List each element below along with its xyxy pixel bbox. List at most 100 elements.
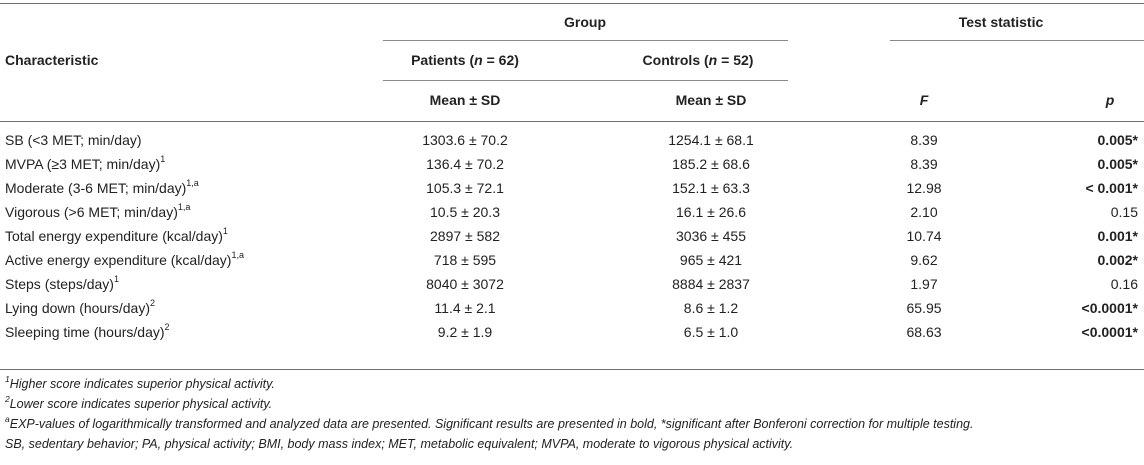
patients-value: 105.3 ± 72.1 (426, 180, 504, 196)
footnote: 2Lower score indicates superior physical… (5, 395, 272, 414)
group-header: Group (564, 14, 606, 30)
row-label: Active energy expenditure (kcal/day)1,a (5, 251, 244, 269)
f-value: 10.74 (906, 228, 942, 244)
controls-mean-sd-header: Mean ± SD (675, 92, 747, 108)
patients-value: 1303.6 ± 70.2 (422, 132, 508, 148)
patients-n-symbol: n (474, 52, 483, 68)
table-row: Sleeping time (hours/day)2 9.2 ± 1.9 6.5… (0, 323, 1144, 347)
f-symbol: F (919, 92, 929, 108)
p-value: <0.0001* (1081, 324, 1138, 340)
controls-value: 3036 ± 455 (676, 228, 746, 244)
f-value: 12.98 (906, 180, 942, 196)
p-value: 0.005* (1097, 156, 1138, 172)
patients-value: 2897 ± 582 (430, 228, 500, 244)
footnote: SB, sedentary behavior; PA, physical act… (5, 435, 793, 454)
row-label-sup: 1 (160, 154, 166, 165)
patients-n-value: 62 (498, 52, 515, 68)
footnote-marker: a (5, 413, 10, 424)
table-row: SB (<3 MET; min/day) 1303.6 ± 70.2 1254.… (0, 131, 1144, 155)
f-value: 68.63 (906, 324, 942, 340)
subgroup-underline (383, 80, 788, 81)
footnote: 1Higher score indicates superior physica… (5, 375, 275, 394)
row-label-sup: 1,a (186, 178, 199, 189)
row-label-text: SB (<3 MET; min/day) (5, 132, 142, 148)
characteristic-header: Characteristic (5, 52, 99, 68)
patients-header: Patients (n = 62) (411, 52, 519, 68)
p-value: 0.15 (1110, 204, 1138, 220)
controls-n-symbol: n (708, 52, 718, 68)
controls-value: 185.2 ± 68.6 (672, 156, 750, 172)
table-row: Lying down (hours/day)2 11.4 ± 2.1 8.6 ±… (0, 299, 1144, 323)
patients-value: 9.2 ± 1.9 (437, 324, 493, 340)
p-value: 0.002* (1097, 252, 1138, 268)
footnote-text: EXP-values of logarithmically transforme… (9, 417, 974, 431)
row-label: Sleeping time (hours/day)2 (5, 323, 170, 341)
row-label-text: Active energy expenditure (kcal/day) (5, 252, 232, 268)
p-value: <0.0001* (1081, 300, 1138, 316)
f-value: 8.39 (910, 156, 938, 172)
f-value: 1.97 (910, 276, 938, 292)
row-label-sup: 2 (150, 298, 156, 309)
patients-value: 10.5 ± 20.3 (430, 204, 500, 220)
p-value: 0.001* (1097, 228, 1138, 244)
patients-label: Patients (411, 52, 466, 68)
row-label-text: Steps (steps/day) (5, 276, 114, 292)
controls-value: 1254.1 ± 68.1 (668, 132, 754, 148)
row-label-text: Lying down (hours/day) (5, 300, 151, 316)
controls-value: 16.1 ± 26.6 (676, 204, 746, 220)
row-label: Steps (steps/day)1 (5, 275, 119, 293)
footnote-text: Lower score indicates superior physical … (9, 397, 273, 411)
f-value: 2.10 (910, 204, 938, 220)
p-header: p (1106, 91, 1115, 109)
p-value: < 0.001* (1085, 180, 1138, 196)
table-row: Moderate (3-6 MET; min/day)1,a 105.3 ± 7… (0, 179, 1144, 203)
row-label: SB (<3 MET; min/day) (5, 131, 142, 149)
row-label-sup: 2 (164, 322, 170, 333)
table-row: Steps (steps/day)1 8040 ± 3072 8884 ± 28… (0, 275, 1144, 299)
controls-n-value: 52 (733, 52, 749, 68)
controls-value: 8.6 ± 1.2 (683, 300, 739, 316)
p-symbol: p (1105, 92, 1115, 108)
row-label: Vigorous (>6 MET; min/day)1,a (5, 203, 190, 221)
test-statistic-header: Test statistic (958, 14, 1044, 30)
controls-label: Controls (642, 52, 701, 68)
table-row: Total energy expenditure (kcal/day)1 289… (0, 227, 1144, 251)
patients-mean-sd-header: Mean ± SD (429, 92, 501, 108)
row-label: Moderate (3-6 MET; min/day)1,a (5, 179, 199, 197)
row-label-sup: 1,a (231, 250, 244, 261)
controls-header: Controls (n = 52) (642, 52, 754, 68)
f-header: F (920, 91, 929, 109)
header-bottom-rule (0, 121, 1144, 122)
patients-value: 718 ± 595 (433, 252, 497, 268)
footnote-text: SB, sedentary behavior; PA, physical act… (5, 437, 794, 451)
controls-value: 8884 ± 2837 (672, 276, 750, 292)
test-statistic-underline (890, 40, 1144, 41)
patients-equals: = (482, 52, 499, 68)
table-row: Active energy expenditure (kcal/day)1,a … (0, 251, 1144, 275)
row-label-text: MVPA (≥3 MET; min/day) (5, 156, 161, 172)
row-label: Lying down (hours/day)2 (5, 299, 155, 317)
row-label-sup: 1 (113, 274, 119, 285)
controls-equals: = (717, 52, 734, 68)
table-top-rule (0, 3, 1144, 4)
footnote-text: Higher score indicates superior physical… (9, 377, 275, 391)
table-row: MVPA (≥3 MET; min/day)1 136.4 ± 70.2 185… (0, 155, 1144, 179)
f-value: 9.62 (910, 252, 938, 268)
controls-value: 965 ± 421 (679, 252, 743, 268)
row-label: MVPA (≥3 MET; min/day)1 (5, 155, 165, 173)
controls-value: 152.1 ± 63.3 (672, 180, 750, 196)
row-label-sup: 1 (222, 226, 228, 237)
controls-value: 6.5 ± 1.0 (683, 324, 739, 340)
patients-value: 11.4 ± 2.1 (434, 300, 496, 316)
row-label-text: Sleeping time (hours/day) (5, 324, 165, 340)
row-label-text: Moderate (3-6 MET; min/day) (5, 180, 187, 196)
row-label-text: Vigorous (>6 MET; min/day) (5, 204, 178, 220)
row-label: Total energy expenditure (kcal/day)1 (5, 227, 228, 245)
patients-value: 136.4 ± 70.2 (426, 156, 504, 172)
row-label-sup: 1,a (177, 202, 191, 213)
f-value: 65.95 (906, 300, 942, 316)
footnote-marker: 1 (5, 373, 10, 384)
footnote-marker: 2 (5, 393, 10, 404)
f-value: 8.39 (910, 132, 938, 148)
